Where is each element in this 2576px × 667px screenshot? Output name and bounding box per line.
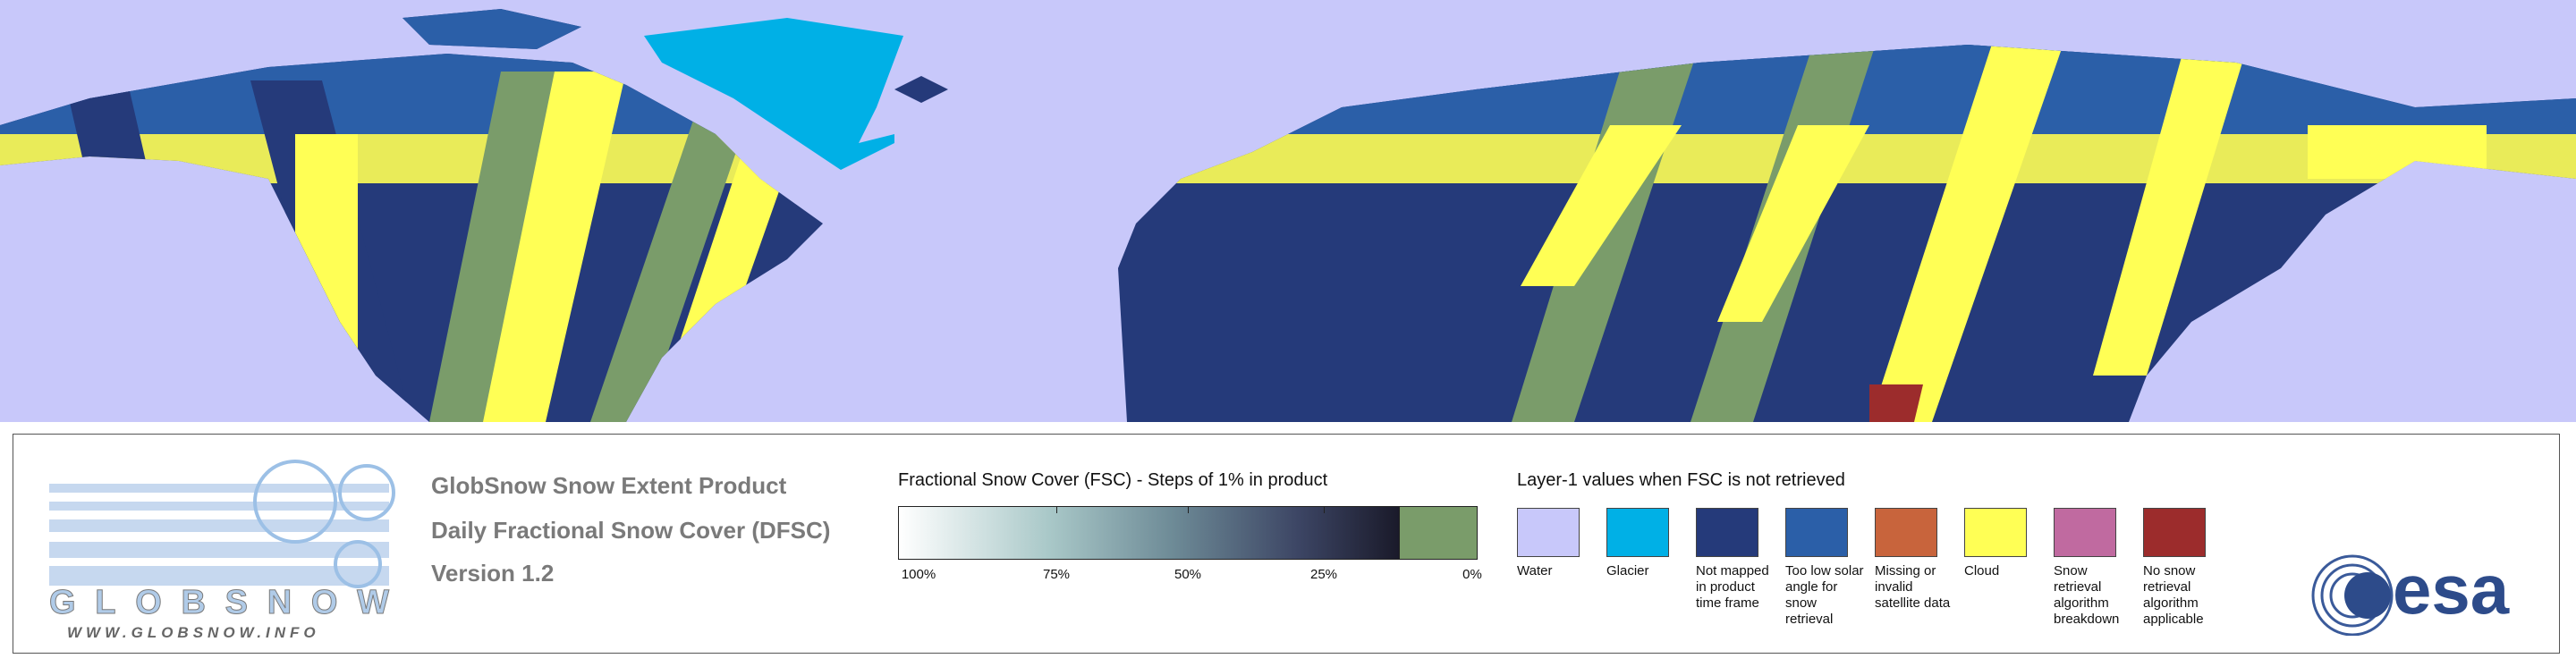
legend-swatch [1964, 508, 2027, 557]
fsc-tick [1324, 506, 1325, 513]
logo-url: WWW.GLOBSNOW.INFO [67, 624, 320, 641]
fsc-title: Fractional Snow Cover (FSC) - Steps of 1… [898, 470, 1328, 490]
legend-label: Missing or invalid satellite data [1875, 563, 1951, 611]
legend-panel: GLOBSNOW WWW.GLOBSNOW.INFO GlobSnow Snow… [13, 434, 2560, 654]
fsc-tick [1056, 506, 1057, 513]
fsc-tick-label: 100% [901, 567, 936, 582]
legend-label: Not mapped in product time frame [1696, 563, 1769, 611]
esa-logo: esa [2311, 550, 2510, 636]
legend-label: No snow retrieval algorithm applicable [2143, 563, 2204, 627]
legend-label: Glacier [1606, 563, 1649, 578]
esa-text: esa [2393, 550, 2510, 629]
greenland [644, 18, 903, 170]
snow-map [0, 0, 2576, 422]
globsnow-logo: GLOBSNOW WWW.GLOBSNOW.INFO [49, 460, 395, 641]
legend-swatch [2143, 508, 2206, 557]
legend-swatch [1696, 508, 1758, 557]
legend-label: Water [1517, 563, 1553, 578]
product-line: GlobSnow Snow Extent Product [431, 472, 787, 499]
legend-swatch [1517, 508, 1580, 557]
legend-swatch [2054, 508, 2116, 557]
fsc-tick [1188, 506, 1189, 513]
greenland-interior [894, 76, 948, 103]
fsc-tick-label: 25% [1309, 567, 1338, 582]
fsc-zero [1399, 506, 1478, 560]
legend-swatch [1785, 508, 1848, 557]
fsc-colorbar [898, 506, 1399, 560]
logo-name: GLOBSNOW [49, 584, 389, 621]
legend-swatch [1606, 508, 1669, 557]
legend-label: Cloud [1964, 563, 2000, 578]
layer1-title: Layer-1 values when FSC is not retrieved [1517, 470, 1845, 490]
product-line: Daily Fractional Snow Cover (DFSC) [431, 517, 831, 544]
product-line: Version 1.2 [431, 560, 555, 587]
legend-label: Snow retrieval algorithm breakdown [2054, 563, 2120, 627]
fsc-tick-label: 0% [1462, 567, 1482, 582]
legend-swatch [1875, 508, 1937, 557]
legend-label: Too low solar angle for snow retrieval [1785, 563, 1864, 627]
fsc-tick-label: 50% [1174, 567, 1202, 582]
fsc-tick-label: 75% [1042, 567, 1071, 582]
